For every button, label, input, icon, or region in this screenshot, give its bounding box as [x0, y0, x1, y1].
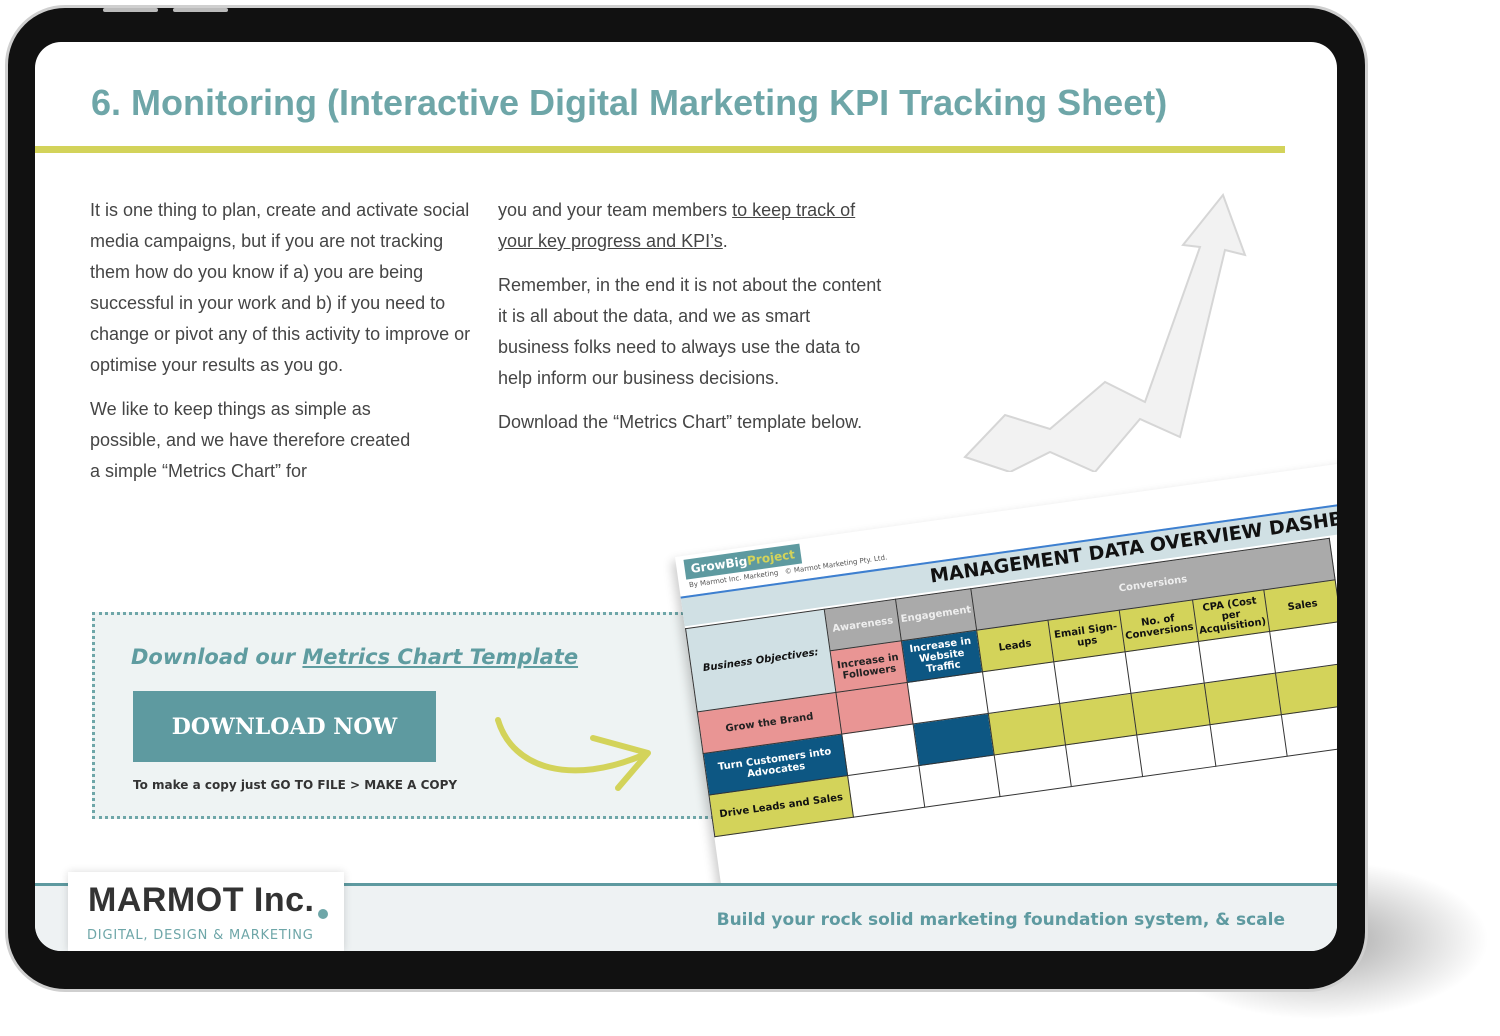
paragraph: We like to keep things as simple as poss… [90, 399, 411, 481]
paragraph: Download the “Metrics Chart” template be… [498, 412, 863, 432]
curved-arrow-icon [495, 717, 651, 791]
metrics-template-link[interactable]: Metrics Chart Template [302, 645, 579, 669]
left-column: It is one thing to plan, create and acti… [90, 195, 475, 500]
kpi-link[interactable]: to keep track of your key progress and K… [498, 200, 856, 251]
download-box: Download our Metrics Chart Template DOWN… [92, 612, 732, 819]
power-button [173, 8, 228, 12]
marmot-logo: MARMOT Inc. DIGITAL, DESIGN & MARKETING [68, 872, 344, 951]
download-now-button[interactable]: DOWNLOAD NOW [133, 691, 436, 762]
volume-button [103, 8, 158, 12]
copy-instructions: To make a copy just GO TO FILE > MAKE A … [133, 778, 458, 792]
screen: 6. Monitoring (Interactive Digital Marke… [35, 42, 1337, 951]
rising-arrow-graphic [963, 192, 1247, 472]
page-title: 6. Monitoring (Interactive Digital Marke… [91, 82, 1168, 123]
download-heading: Download our Metrics Chart Template [131, 645, 579, 669]
footer-tagline: Build your rock solid marketing foundati… [716, 910, 1285, 930]
title-divider [35, 146, 1285, 153]
dashboard-preview-image: GrowBigProject By Marmot Inc. Marketing … [675, 456, 1337, 951]
paragraph: It is one thing to plan, create and acti… [90, 200, 471, 375]
right-column: you and your team members to keep track … [498, 195, 883, 451]
paragraph: you and your team members to keep track … [498, 200, 856, 251]
paragraph: Remember, in the end it is not about the… [498, 275, 882, 388]
